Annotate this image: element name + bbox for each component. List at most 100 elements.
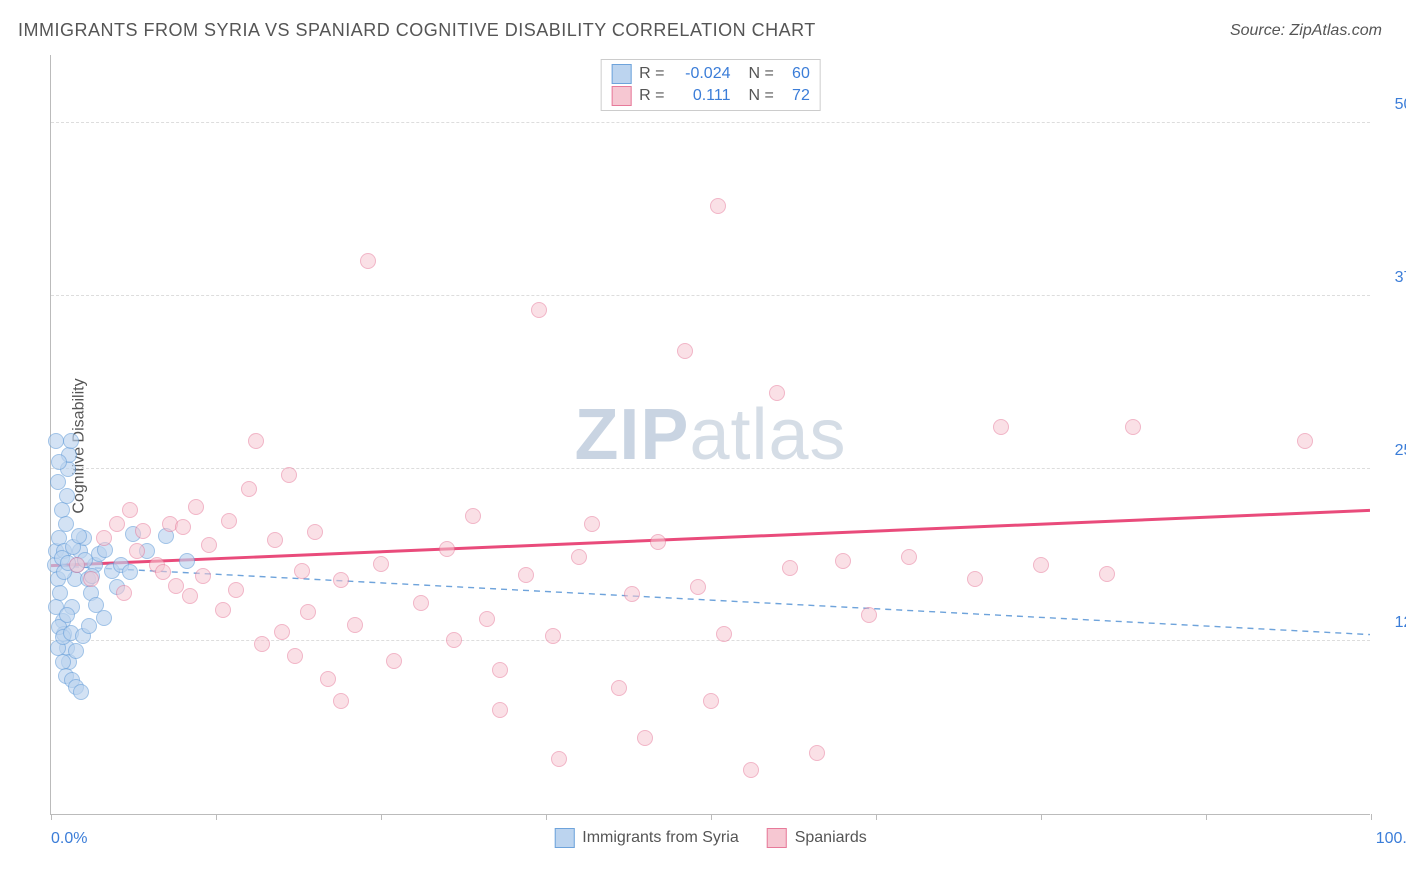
data-point <box>446 632 462 648</box>
data-point <box>439 541 455 557</box>
y-tick-label: 37.5% <box>1380 269 1406 287</box>
legend-label: Spaniards <box>795 829 867 847</box>
data-point <box>347 617 363 633</box>
data-point <box>96 530 112 546</box>
data-point <box>611 680 627 696</box>
data-point <box>63 433 79 449</box>
chart-title: IMMIGRANTS FROM SYRIA VS SPANIARD COGNIT… <box>18 20 816 41</box>
data-point <box>201 537 217 553</box>
legend-item: Spaniards <box>767 828 867 848</box>
data-point <box>492 702 508 718</box>
data-point <box>901 549 917 565</box>
data-point <box>73 684 89 700</box>
data-point <box>122 564 138 580</box>
data-point <box>59 488 75 504</box>
legend-item: Immigrants from Syria <box>554 828 738 848</box>
data-point <box>300 604 316 620</box>
data-point <box>571 549 587 565</box>
data-point <box>274 624 290 640</box>
gridline <box>51 295 1370 296</box>
x-tick <box>1041 814 1042 820</box>
data-point <box>492 662 508 678</box>
data-point <box>531 302 547 318</box>
data-point <box>281 467 297 483</box>
data-point <box>248 433 264 449</box>
data-point <box>333 572 349 588</box>
data-point <box>677 343 693 359</box>
data-point <box>333 693 349 709</box>
n-label: N = <box>749 65 774 83</box>
data-point <box>241 481 257 497</box>
data-point <box>650 534 666 550</box>
data-point <box>135 523 151 539</box>
legend-swatch <box>554 828 574 848</box>
data-point <box>967 571 983 587</box>
data-point <box>716 626 732 642</box>
x-max-label: 100.0% <box>1376 830 1406 848</box>
data-point <box>50 474 66 490</box>
x-tick <box>51 814 52 820</box>
legend-swatch <box>611 86 631 106</box>
x-min-label: 0.0% <box>51 830 87 848</box>
data-point <box>195 568 211 584</box>
data-point <box>809 745 825 761</box>
stats-row: R =0.111N =72 <box>611 86 810 106</box>
data-point <box>710 198 726 214</box>
data-point <box>835 553 851 569</box>
data-point <box>584 516 600 532</box>
data-point <box>769 385 785 401</box>
data-point <box>58 516 74 532</box>
data-point <box>690 579 706 595</box>
data-point <box>518 567 534 583</box>
legend-label: Immigrants from Syria <box>582 829 738 847</box>
data-point <box>129 543 145 559</box>
data-point <box>1297 433 1313 449</box>
source-label: Source: ZipAtlas.com <box>1230 22 1382 40</box>
watermark: ZIPatlas <box>574 394 846 476</box>
data-point <box>479 611 495 627</box>
data-point <box>51 454 67 470</box>
gridline <box>51 122 1370 123</box>
data-point <box>116 585 132 601</box>
x-tick <box>1371 814 1372 820</box>
data-point <box>48 433 64 449</box>
data-point <box>179 553 195 569</box>
trend-line <box>51 510 1370 565</box>
data-point <box>413 595 429 611</box>
y-tick-label: 50.0% <box>1380 96 1406 114</box>
data-point <box>1125 419 1141 435</box>
y-tick-label: 25.0% <box>1380 442 1406 460</box>
gridline <box>51 640 1370 641</box>
x-tick <box>711 814 712 820</box>
data-point <box>320 671 336 687</box>
data-point <box>703 693 719 709</box>
data-point <box>254 636 270 652</box>
data-point <box>861 607 877 623</box>
n-value: 72 <box>782 87 810 105</box>
series-legend: Immigrants from Syria Spaniards <box>554 828 867 848</box>
data-point <box>122 502 138 518</box>
data-point <box>71 528 87 544</box>
x-tick <box>1206 814 1207 820</box>
data-point <box>175 519 191 535</box>
data-point <box>294 563 310 579</box>
data-point <box>993 419 1009 435</box>
r-value: 0.111 <box>673 87 731 105</box>
data-point <box>59 607 75 623</box>
x-tick <box>546 814 547 820</box>
x-tick <box>216 814 217 820</box>
data-point <box>221 513 237 529</box>
x-tick <box>876 814 877 820</box>
data-point <box>96 610 112 626</box>
stats-legend: R =-0.024N =60R =0.111N =72 <box>600 59 821 111</box>
data-point <box>109 516 125 532</box>
data-point <box>68 643 84 659</box>
data-point <box>188 499 204 515</box>
data-point <box>386 653 402 669</box>
data-point <box>215 602 231 618</box>
stats-row: R =-0.024N =60 <box>611 64 810 84</box>
legend-swatch <box>611 64 631 84</box>
x-tick <box>381 814 382 820</box>
n-value: 60 <box>782 65 810 83</box>
r-value: -0.024 <box>673 65 731 83</box>
